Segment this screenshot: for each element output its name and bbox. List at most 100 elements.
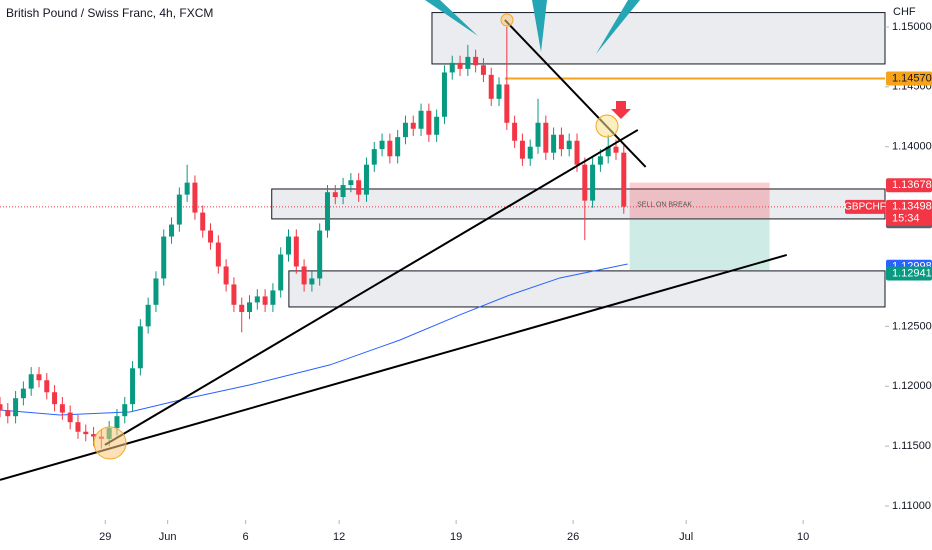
candle-body bbox=[215, 242, 221, 267]
candle-body bbox=[356, 180, 362, 195]
zone bbox=[271, 188, 886, 220]
candle-body bbox=[426, 110, 432, 135]
candle-body bbox=[114, 416, 120, 429]
candle-body bbox=[387, 140, 393, 157]
candle-body bbox=[582, 164, 588, 201]
candle-body bbox=[379, 140, 385, 150]
candle-body bbox=[5, 410, 11, 417]
candle-body bbox=[122, 404, 128, 417]
candle-body bbox=[480, 65, 486, 75]
candle-body bbox=[223, 266, 229, 285]
candle-body bbox=[504, 84, 510, 123]
candle-body bbox=[527, 146, 533, 159]
y-tick-label: 1.12000 bbox=[892, 380, 932, 392]
candle-body bbox=[130, 368, 136, 405]
candle-body bbox=[91, 434, 97, 437]
price-label-box bbox=[886, 266, 932, 281]
candle-body bbox=[262, 296, 268, 305]
candle-body bbox=[621, 152, 627, 207]
price-label-box bbox=[886, 178, 932, 193]
candle-body bbox=[278, 254, 284, 291]
candle-body bbox=[434, 116, 440, 135]
moving-average bbox=[0, 263, 628, 416]
x-tick-label: 29 bbox=[99, 531, 111, 543]
candle-body bbox=[13, 398, 19, 417]
candle-body bbox=[496, 84, 502, 99]
candle-body bbox=[239, 304, 245, 312]
last-price-label: 1.13498 bbox=[892, 201, 932, 213]
candle-body bbox=[83, 431, 89, 435]
y-unit: CHF bbox=[893, 6, 916, 18]
annotation-arrow bbox=[596, 0, 640, 54]
candle-body bbox=[59, 404, 65, 413]
candle-body bbox=[418, 110, 424, 129]
price-label: 1.14570 bbox=[892, 72, 932, 84]
candle-body bbox=[52, 392, 58, 405]
candle-body bbox=[270, 290, 276, 305]
y-tick-label: 1.11500 bbox=[892, 440, 931, 452]
candle-body bbox=[332, 192, 338, 198]
candle-body bbox=[465, 56, 471, 69]
zone bbox=[288, 270, 886, 308]
candle-body bbox=[200, 212, 206, 231]
x-tick-label: Jun bbox=[159, 531, 177, 543]
candle-body bbox=[176, 194, 182, 225]
highlight-circle bbox=[595, 114, 619, 138]
candle-body bbox=[67, 412, 73, 423]
candle-body bbox=[605, 146, 611, 157]
candle-body bbox=[44, 380, 50, 393]
symbol-label: GBPCHF bbox=[844, 201, 886, 212]
trend-line bbox=[0, 254, 788, 481]
y-tick-label: 1.15000 bbox=[892, 21, 932, 33]
candle-body bbox=[184, 182, 190, 195]
target-zone bbox=[629, 218, 770, 271]
x-tick-label: Jul bbox=[679, 531, 693, 543]
candle-body bbox=[363, 164, 369, 195]
candle-body bbox=[0, 404, 3, 411]
candle-body bbox=[153, 278, 159, 305]
highlight-circle bbox=[500, 13, 514, 27]
highlight-circle bbox=[93, 426, 127, 460]
countdown: 15:34 bbox=[892, 213, 920, 225]
candle-body bbox=[20, 388, 26, 399]
candle-body bbox=[348, 180, 354, 186]
candle-body bbox=[566, 140, 572, 150]
price-label-box bbox=[886, 71, 932, 86]
candle-body bbox=[169, 224, 175, 237]
candle-body bbox=[402, 122, 408, 138]
y-tick-label: 1.12500 bbox=[892, 320, 932, 332]
candle-body bbox=[410, 122, 416, 129]
symbol-box bbox=[845, 199, 885, 214]
trend-line bbox=[504, 19, 647, 168]
candle-body bbox=[441, 72, 447, 117]
annotation-arrow bbox=[532, 0, 547, 52]
candle-body bbox=[488, 74, 494, 99]
x-tick-label: 12 bbox=[333, 531, 345, 543]
plot-area: SELL ON BREAK bbox=[0, 12, 886, 481]
x-tick-label: 10 bbox=[797, 531, 809, 543]
last-price-box bbox=[886, 199, 932, 226]
candle-body bbox=[309, 278, 315, 285]
chart-title: British Pound / Swiss Franc, 4h, FXCM bbox=[6, 6, 213, 20]
candle-body bbox=[613, 146, 619, 153]
candle-body bbox=[371, 149, 377, 165]
candle-body bbox=[254, 296, 260, 303]
candle-body bbox=[145, 304, 151, 327]
candle-body bbox=[286, 236, 292, 255]
candle-body bbox=[75, 422, 81, 432]
candle-body bbox=[192, 182, 198, 213]
down-arrow bbox=[611, 101, 631, 119]
candle-body bbox=[231, 284, 237, 305]
candle-body bbox=[36, 374, 42, 381]
y-tick-label: 1.14000 bbox=[892, 141, 932, 153]
candle-body bbox=[340, 185, 346, 198]
candle-body bbox=[247, 302, 253, 312]
stop-zone bbox=[629, 182, 770, 219]
candle-body bbox=[137, 326, 143, 369]
candle-body bbox=[395, 137, 401, 157]
position-label: SELL ON BREAK bbox=[637, 201, 692, 208]
candle-body bbox=[512, 122, 518, 141]
trend-line bbox=[104, 129, 639, 446]
